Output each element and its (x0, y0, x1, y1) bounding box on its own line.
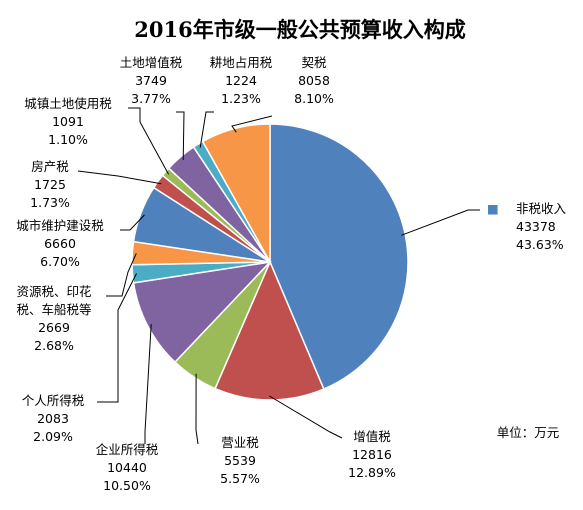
slice-9-label-name: 城镇土地使用税 (24, 96, 112, 111)
slice-1-label-percent: 43.63% (516, 237, 564, 252)
leader-line-5 (97, 273, 137, 403)
slice-4-label-value: 10440 (107, 460, 147, 475)
slice-12-label-name: 契税 (301, 55, 327, 70)
slice-6-label-n0: 资源税、印花 (16, 284, 91, 299)
pie-slice-4 (132, 260, 273, 364)
slice-12-label-percent: 8.10% (294, 91, 334, 106)
slice-10-label-percent: 3.77% (131, 91, 171, 106)
legend-marker-icon: ■ (487, 201, 499, 216)
slice-10-label-name: 土地增值税 (120, 55, 183, 70)
slice-8-label-name: 房产税 (31, 159, 69, 174)
leader-line-8 (77, 170, 162, 185)
leader-line-3 (195, 373, 199, 445)
slice-9-label-value: 1091 (52, 114, 84, 129)
leader-line-6 (106, 253, 137, 297)
leader-line-11 (199, 111, 214, 148)
slice-8-label-value: 1725 (34, 177, 66, 192)
slice-8-label-percent: 1.73% (30, 195, 70, 210)
label-group: 非税收入 43378 43.63% ■ 增值税 12816 12.89% 营业税 5539 5.5… (16, 55, 566, 493)
slice-11-label-name: 耕地占用税 (210, 55, 273, 70)
slice-3-label-value: 5539 (224, 453, 256, 468)
slice-7-label-percent: 6.70% (40, 254, 80, 269)
slice-11-label-percent: 1.23% (221, 91, 261, 106)
slice-5-label-value: 2083 (37, 411, 69, 426)
leader-line-4 (144, 324, 152, 444)
slice-3-label-name: 营业税 (221, 435, 259, 450)
slice-5-label-name: 个人所得税 (22, 393, 85, 408)
leader-line-12 (231, 115, 273, 133)
slice-1-label-name: 非税收入 (516, 201, 567, 216)
slice-12-label-value: 8058 (298, 73, 330, 88)
chart-title: 2016年市级一般公共预算收入构成 (134, 17, 465, 42)
slice-5-label-percent: 2.09% (33, 429, 73, 444)
unit-label: 单位：万元 (497, 425, 560, 440)
slice-2-label-value: 12816 (352, 447, 392, 462)
leader-line-2 (269, 395, 343, 439)
leader-line-7 (120, 214, 145, 231)
leader-line-10 (176, 111, 185, 160)
slice-3-label-percent: 5.57% (220, 471, 260, 486)
slice-4-label-name: 企业所得税 (96, 442, 159, 457)
slice-group (131, 123, 409, 401)
slice-10-label-value: 3749 (135, 73, 167, 88)
pie-slice-1 (269, 123, 409, 391)
slice-1-label-value: 43378 (516, 219, 556, 234)
slice-6-label-value: 2669 (38, 320, 70, 335)
pie-slice-12 (201, 123, 271, 265)
slice-6-label-percent: 2.68% (34, 338, 74, 353)
slice-9-label-percent: 1.10% (48, 132, 88, 147)
slice-7-label-value: 6660 (44, 236, 76, 251)
slice-6-label-n1: 税、车船税等 (16, 302, 91, 317)
slice-2-label-name: 增值税 (353, 429, 391, 444)
pie-slice-2 (214, 260, 325, 401)
leader-line-9 (128, 107, 170, 175)
slice-7-label-name: 城市维护建设税 (16, 218, 104, 233)
slice-4-label-percent: 10.50% (103, 478, 151, 493)
leader-line-1 (401, 209, 480, 236)
leader-line-group (77, 107, 480, 445)
slice-2-label-percent: 12.89% (348, 465, 396, 480)
slice-11-label-value: 1224 (225, 73, 257, 88)
